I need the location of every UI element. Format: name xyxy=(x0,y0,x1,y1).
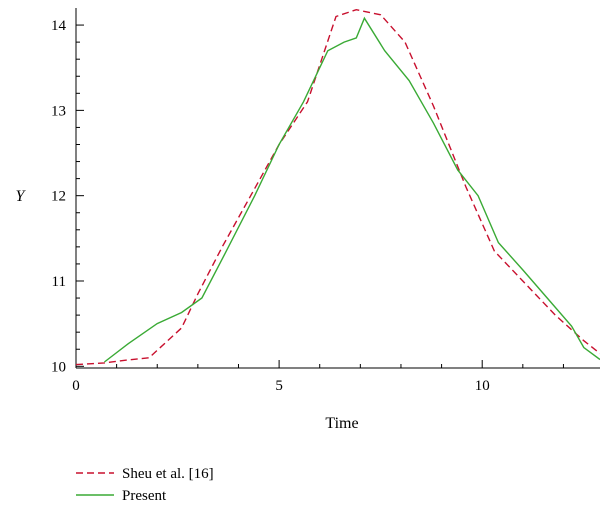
series-present-line xyxy=(103,16,600,363)
legend-label-present: Present xyxy=(122,488,167,504)
ticks xyxy=(75,24,564,368)
y-tick-label: 14 xyxy=(51,18,67,34)
axes xyxy=(75,8,600,369)
y-tick-label: 11 xyxy=(52,274,66,290)
x-tick-label: 0 xyxy=(72,378,80,394)
series-sheu-line xyxy=(75,8,600,366)
y-tick-label: 12 xyxy=(51,189,66,205)
x-axis-title: Time xyxy=(325,415,358,432)
y-tick-label: 13 xyxy=(51,103,66,119)
legend-label-sheu: Sheu et al. [16] xyxy=(122,466,214,482)
legend: Sheu et al. [16] Present xyxy=(76,466,214,504)
x-tick-label: 10 xyxy=(475,378,490,394)
x-tick-label: 5 xyxy=(275,378,283,394)
series-lines xyxy=(75,8,600,366)
y-tick-label: 10 xyxy=(51,359,66,375)
tick-labels: 0 5 10 10 11 12 13 14 xyxy=(51,18,490,394)
y-axis-title: Y xyxy=(16,188,27,205)
